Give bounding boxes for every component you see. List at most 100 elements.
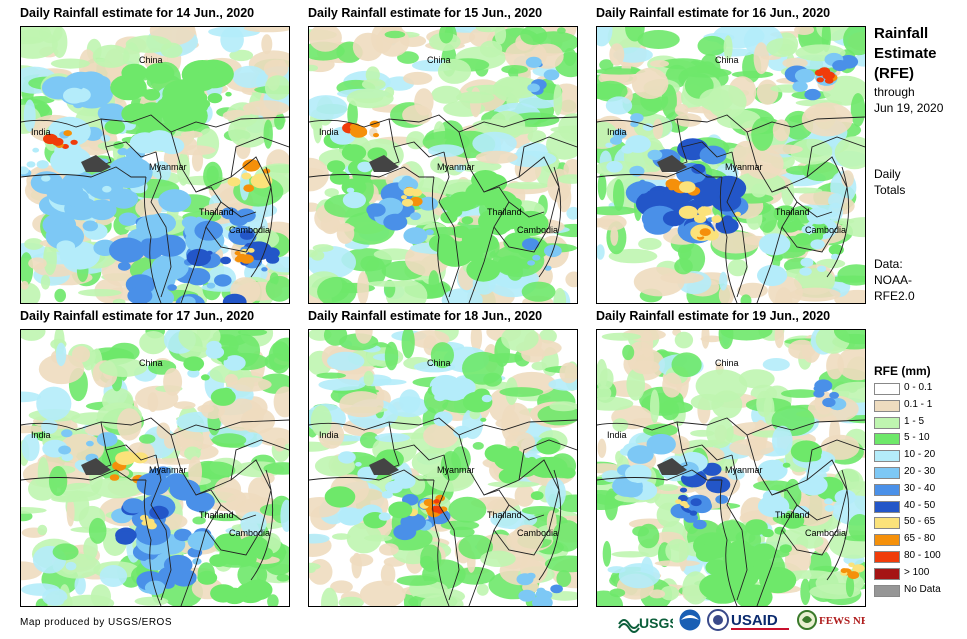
svg-text:USGS: USGS <box>639 615 673 631</box>
noaa-logo <box>678 608 702 632</box>
place-label-thailand: Thailand <box>199 207 234 217</box>
rainfall-map-graphic <box>21 27 289 303</box>
legend-label: 0 - 0.1 <box>904 382 933 393</box>
legend-swatch <box>874 500 900 513</box>
place-label-cambodia: Cambodia <box>805 225 847 235</box>
rainfall-map: China India Myanmar Thailand Cambodia <box>308 26 578 304</box>
legend-label: 30 - 40 <box>904 482 936 494</box>
rfe-legend: RFE (mm) 0 - 0.1 0.1 - 1 1 - 5 5 - 10 10 - 2… <box>874 364 966 604</box>
legend-swatch <box>874 584 900 597</box>
doi-seal-icon <box>707 609 729 631</box>
legend-row: 30 - 40 <box>874 482 964 497</box>
rainfall-map: China India Myanmar Thailand Cambodia <box>308 329 578 607</box>
legend-row: 0 - 0.1 <box>874 382 964 396</box>
rainfall-map-graphic <box>309 330 577 606</box>
place-label-thailand: Thailand <box>487 207 522 217</box>
place-label-india: India <box>607 430 627 440</box>
place-label-india: India <box>31 127 51 137</box>
place-label-cambodia: Cambodia <box>805 528 847 538</box>
place-label-india: India <box>319 127 339 137</box>
legend-swatch <box>874 534 900 547</box>
daily-label: Daily <box>874 167 901 181</box>
fewsnet-logo: FEWS NET <box>797 610 865 630</box>
usaid-logo: USAID <box>731 612 789 630</box>
place-label-myanmar: Myanmar <box>149 162 187 172</box>
legend-label: 80 - 100 <box>904 550 941 561</box>
legend-title: RFE (mm) <box>874 364 931 378</box>
place-label-myanmar: Myanmar <box>437 465 475 475</box>
place-label-china: China <box>139 55 163 65</box>
legend-swatch <box>874 467 900 479</box>
legend-swatch <box>874 416 900 429</box>
legend-label: 40 - 50 <box>904 499 936 511</box>
legend-swatch <box>874 433 900 446</box>
rainfall-map: China India Myanmar Thailand Cambodia <box>596 329 866 607</box>
data-source-note: Data: NOAA- RFE2.0 <box>874 256 915 304</box>
place-label-china: China <box>427 55 451 65</box>
legend-swatch <box>874 567 900 580</box>
place-label-india: India <box>31 430 51 440</box>
place-label-cambodia: Cambodia <box>517 528 559 538</box>
through-label: through <box>874 85 915 99</box>
totals-label: Totals <box>874 183 906 197</box>
legend-title-line1: Rainfall <box>874 25 929 42</box>
legend-swatch <box>874 551 900 563</box>
legend-swatch <box>874 483 900 496</box>
usgs-logo: USGS <box>618 615 673 633</box>
place-label-cambodia: Cambodia <box>229 225 271 235</box>
legend-swatch <box>874 517 900 530</box>
rainfall-map: China India Myanmar Thailand Cambodia <box>20 26 290 304</box>
legend-title-line3: (RFE) <box>874 65 914 82</box>
legend-row: 5 - 10 <box>874 432 964 446</box>
legend-label: 10 - 20 <box>904 449 936 461</box>
legend-row: 65 - 80 <box>874 533 964 547</box>
rainfall-map: China India Myanmar Thailand Cambodia <box>596 26 866 304</box>
place-label-thailand: Thailand <box>775 207 810 217</box>
rainfall-map-graphic <box>21 330 289 606</box>
legend-label: 20 - 30 <box>904 466 936 477</box>
place-label-china: China <box>139 358 163 368</box>
panel-title: Daily Rainfall estimate for 14 Jun., 202… <box>20 6 255 20</box>
panel-title: Daily Rainfall estimate for 17 Jun., 202… <box>20 309 255 323</box>
legend-label: > 100 <box>904 566 930 578</box>
legend-swatch <box>874 450 900 463</box>
legend-row: 20 - 30 <box>874 466 964 480</box>
place-label-china: China <box>427 358 451 368</box>
place-label-india: India <box>607 127 627 137</box>
rainfall-map-graphic <box>597 27 865 303</box>
panel-title: Daily Rainfall estimate for 19 Jun., 202… <box>596 309 831 323</box>
legend-row: > 100 <box>874 566 964 581</box>
legend-swatch <box>874 383 900 395</box>
legend-header: Rainfall Estimate (RFE) through Jun 19, … <box>874 24 943 116</box>
legend-row: 40 - 50 <box>874 499 964 514</box>
rainfall-map-graphic <box>309 27 577 303</box>
legend-title-line2: Estimate <box>874 45 937 62</box>
panel-title: Daily Rainfall estimate for 15 Jun., 202… <box>308 6 543 20</box>
svg-text:USAID: USAID <box>731 612 778 629</box>
place-label-thailand: Thailand <box>487 510 522 520</box>
logo-strip: USGS USAID FEWS NET <box>617 606 865 634</box>
place-label-myanmar: Myanmar <box>437 162 475 172</box>
legend-label: 65 - 80 <box>904 533 936 545</box>
legend-label: 1 - 5 <box>904 415 925 427</box>
place-label-china: China <box>715 55 739 65</box>
place-label-thailand: Thailand <box>199 510 234 520</box>
legend-row: 80 - 100 <box>874 550 964 564</box>
place-label-china: China <box>715 358 739 368</box>
data-source-line2: RFE2.0 <box>874 289 915 303</box>
panel-title: Daily Rainfall estimate for 18 Jun., 202… <box>308 309 543 323</box>
legend-label: 0.1 - 1 <box>904 398 933 410</box>
legend-swatch <box>874 399 900 412</box>
legend-label: 5 - 10 <box>904 432 930 444</box>
legend-row: 50 - 65 <box>874 516 964 530</box>
legend-row: No Data <box>874 583 964 598</box>
daily-totals-note: Daily Totals <box>874 166 905 198</box>
rainfall-map: China India Myanmar Thailand Cambodia <box>20 329 290 607</box>
place-label-india: India <box>319 430 339 440</box>
place-label-cambodia: Cambodia <box>517 225 559 235</box>
legend-label: 50 - 65 <box>904 516 936 528</box>
rainfall-map-graphic <box>597 330 865 606</box>
place-label-cambodia: Cambodia <box>229 528 271 538</box>
legend-label: No Data <box>904 583 941 595</box>
panel-title: Daily Rainfall estimate for 16 Jun., 202… <box>596 6 831 20</box>
